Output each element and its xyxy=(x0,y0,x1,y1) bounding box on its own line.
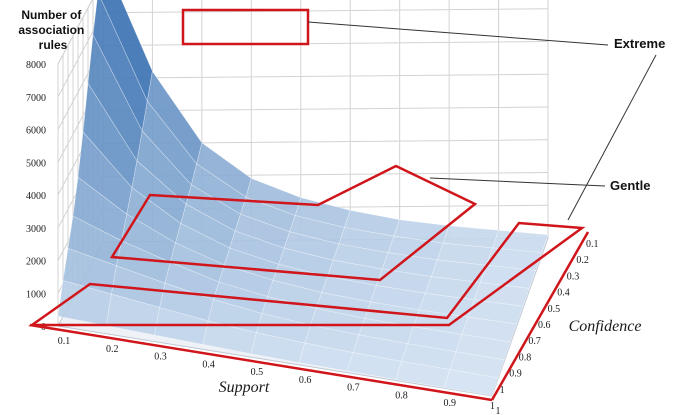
surface-mesh xyxy=(57,0,549,397)
z-axis-title-line: association xyxy=(18,23,84,37)
x-tick-label: 0.2 xyxy=(106,344,119,355)
x-tick-label: 0.3 xyxy=(154,352,167,363)
y-tick-label: 0.2 xyxy=(576,255,589,266)
y-axis-ticks: 0.10.20.30.40.50.60.70.80.911 xyxy=(490,239,599,412)
y-axis-title: Confidence xyxy=(569,318,642,335)
extreme-region-box xyxy=(181,8,310,46)
y-tick-label: 0.6 xyxy=(538,320,551,331)
gentle-region-box xyxy=(109,164,478,282)
annotation-label: Extreme xyxy=(614,36,665,51)
x-tick-label: 0.5 xyxy=(251,367,264,378)
z-axis-title-line: rules xyxy=(39,38,68,52)
z-tick-label: 5000 xyxy=(26,158,46,169)
annotation-leader-line xyxy=(429,177,606,187)
annotation-gentle: Gentle xyxy=(429,54,657,221)
y-tick-label: 0.4 xyxy=(557,288,570,299)
z-tick-label: 4000 xyxy=(26,191,46,202)
y-tick-label: 1 xyxy=(490,401,495,412)
x-tick-label: 0.9 xyxy=(444,398,457,409)
z-tick-label: 7000 xyxy=(26,93,46,104)
x-tick-label: 0.8 xyxy=(395,390,408,401)
x-axis-ticks: 0.1 0.2 0.3 0.4 0.5 0.6 0.7 0.8 0.9 1 xyxy=(58,336,501,415)
confidence-axis-line xyxy=(490,231,590,401)
surface-cell xyxy=(443,369,499,397)
highlight-regions xyxy=(28,8,590,402)
y-tick-label: 0.8 xyxy=(519,352,532,363)
annotation-extreme: Extreme xyxy=(307,21,665,51)
support-axis-line xyxy=(29,323,493,402)
z-axis-title-line: Number of xyxy=(21,8,82,22)
annotation-label: Gentle xyxy=(610,178,650,193)
z-axis-title: Number of association rules xyxy=(18,8,87,52)
y-tick-label: 0.1 xyxy=(586,239,599,250)
annotation-leader-line xyxy=(567,54,657,221)
x-axis-title: Support xyxy=(219,379,270,396)
low-region-box xyxy=(28,221,586,327)
z-tick-label: 2000 xyxy=(26,257,46,268)
y-tick-label: 0.7 xyxy=(528,336,541,347)
annotation-leader-line xyxy=(307,21,609,46)
x-tick-label: 0.6 xyxy=(299,375,312,386)
y-tick-label: 0.3 xyxy=(567,271,580,282)
z-tick-label: 8000 xyxy=(26,60,46,71)
z-axis-ticks: 010002000300040005000600070008000 xyxy=(26,60,46,333)
x-tick-label: 0.7 xyxy=(347,383,360,394)
z-tick-label: 1000 xyxy=(26,289,46,300)
y-tick-label: 1 xyxy=(500,385,505,396)
x-tick-label: 0.1 xyxy=(58,336,71,347)
y-tick-label: 0.5 xyxy=(548,304,561,315)
x-tick-label: 0.4 xyxy=(202,359,215,370)
z-tick-label: 6000 xyxy=(26,126,46,137)
z-tick-label: 3000 xyxy=(26,224,46,235)
x-tick-label: 1 xyxy=(496,406,501,415)
y-tick-label: 0.9 xyxy=(509,369,522,380)
